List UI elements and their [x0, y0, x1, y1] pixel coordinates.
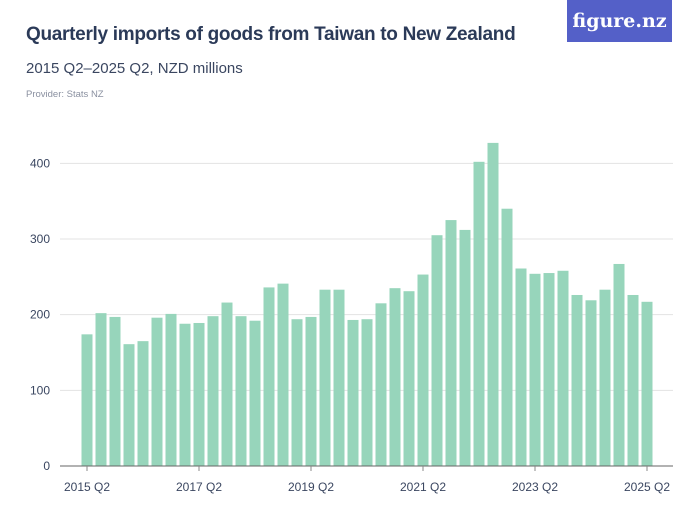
x-tick-label: 2017 Q2: [176, 480, 222, 494]
bar-2019-Q3: [319, 289, 331, 466]
bar-2020-Q4: [389, 288, 401, 466]
y-tick-label: 300: [30, 232, 50, 246]
y-tick-label: 0: [43, 459, 50, 473]
bar-2025-Q1: [627, 294, 639, 466]
bar-2019-Q4: [333, 289, 345, 466]
x-tick-label: 2025 Q2: [624, 480, 670, 494]
bar-2025-Q2: [641, 301, 653, 466]
figure-nz-logo[interactable]: figure.nz: [567, 0, 672, 42]
bar-2022-Q4: [501, 208, 513, 467]
bar-2016-Q2: [137, 341, 149, 466]
chart-title: Quarterly imports of goods from Taiwan t…: [26, 24, 516, 45]
bar-2017-Q4: [221, 302, 233, 466]
bar-2016-Q1: [123, 344, 135, 466]
bar-2019-Q1: [291, 319, 303, 466]
bar-2020-Q3: [375, 303, 387, 466]
bar-2019-Q2: [305, 316, 317, 466]
bar-2023-Q2: [529, 273, 541, 466]
x-tick-label: 2023 Q2: [512, 480, 558, 494]
bar-2023-Q4: [557, 270, 569, 466]
provider-label: Provider: Stats NZ: [26, 89, 104, 100]
bar-2018-Q1: [235, 316, 247, 466]
bar-2015-Q4: [109, 316, 121, 466]
bar-2021-Q1: [403, 291, 415, 466]
y-tick-label: 100: [30, 383, 50, 397]
bar-2018-Q3: [263, 287, 275, 466]
x-tick-label: 2015 Q2: [64, 480, 110, 494]
bar-2017-Q1: [179, 323, 191, 466]
y-tick-label: 200: [30, 308, 50, 322]
bar-2023-Q1: [515, 268, 527, 466]
bar-2020-Q2: [361, 319, 373, 466]
bar-2017-Q3: [207, 316, 219, 466]
bar-2021-Q3: [431, 235, 443, 466]
bar-2024-Q3: [599, 289, 611, 466]
bar-2023-Q3: [543, 273, 555, 466]
bar-2021-Q2: [417, 274, 429, 466]
bar-2018-Q4: [277, 283, 289, 466]
bar-2022-Q1: [459, 229, 471, 466]
bar-2024-Q2: [585, 300, 597, 466]
bar-2016-Q3: [151, 317, 163, 466]
bar-2015-Q3: [95, 313, 107, 466]
bar-2016-Q4: [165, 313, 177, 466]
bar-2022-Q2: [473, 161, 485, 467]
bar-2021-Q4: [445, 220, 457, 466]
bar-2022-Q3: [487, 142, 499, 466]
x-tick-label: 2019 Q2: [288, 480, 334, 494]
bar-2020-Q1: [347, 319, 359, 466]
y-tick-label: 400: [30, 156, 50, 170]
x-tick-label: 2021 Q2: [400, 480, 446, 494]
bar-2017-Q2: [193, 322, 205, 466]
bar-2015-Q2: [81, 334, 93, 466]
bar-2024-Q1: [571, 294, 583, 466]
chart-subtitle: 2015 Q2–2025 Q2, NZD millions: [26, 60, 243, 77]
bar-2018-Q2: [249, 320, 261, 466]
bar-2024-Q4: [613, 263, 625, 466]
